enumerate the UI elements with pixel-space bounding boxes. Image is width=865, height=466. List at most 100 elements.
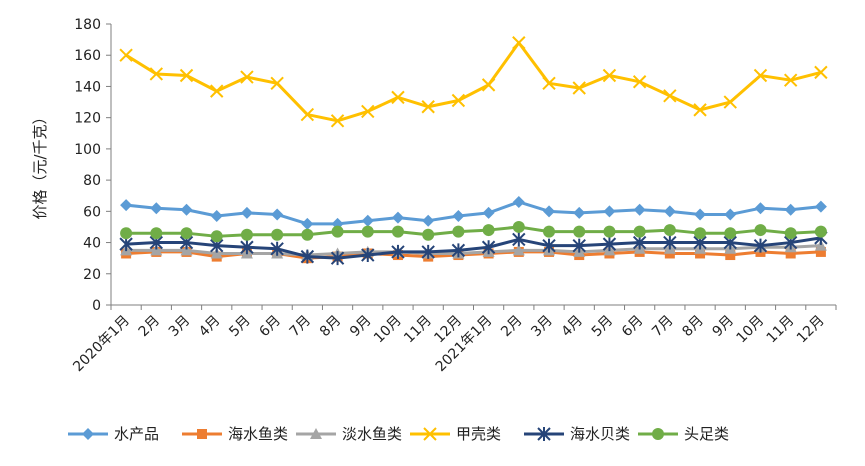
- data-point: [300, 107, 315, 122]
- legend-marker: [652, 428, 664, 440]
- data-point: [422, 228, 435, 241]
- legend-label: 海水贝类: [570, 425, 630, 443]
- data-point: [150, 227, 163, 240]
- data-point: [451, 93, 466, 108]
- data-point: [361, 225, 374, 238]
- data-point: [512, 232, 526, 247]
- x-tick-label: 11月: [401, 313, 435, 347]
- legend-label: 淡水鱼类: [342, 425, 402, 443]
- data-point: [663, 235, 677, 250]
- data-point: [481, 240, 496, 255]
- data-point: [603, 225, 616, 238]
- data-point: [300, 249, 315, 264]
- x-tick-label: 4月: [559, 313, 587, 341]
- x-tick-label: 10月: [371, 313, 405, 347]
- x-tick-label: 3月: [166, 313, 194, 341]
- data-point: [301, 217, 314, 230]
- legend-label: 水产品: [114, 425, 159, 443]
- data-point: [572, 238, 586, 253]
- data-point: [391, 211, 404, 224]
- data-point: [754, 224, 767, 237]
- data-point: [210, 247, 223, 259]
- data-point: [753, 238, 768, 253]
- data-point: [421, 100, 435, 114]
- data-point: [694, 227, 707, 240]
- y-tick-label: 60: [83, 204, 101, 220]
- legend-marker: [82, 428, 94, 440]
- data-point: [723, 95, 737, 109]
- data-point: [512, 220, 525, 233]
- data-point: [663, 89, 677, 103]
- legend: 水产品 海水鱼类 淡水鱼类 甲壳类 海水贝类 头足类: [68, 425, 729, 443]
- data-point: [421, 244, 435, 259]
- legend-item: 头足类: [638, 425, 729, 443]
- data-point: [149, 67, 164, 81]
- x-tick-label: 3月: [528, 313, 556, 341]
- series-line: [126, 225, 821, 238]
- data-point: [271, 208, 284, 221]
- data-point: [633, 225, 646, 238]
- data-point: [632, 235, 647, 250]
- x-tick-label: 2月: [136, 313, 164, 341]
- data-point: [180, 203, 193, 216]
- legend-item: 海水贝类: [524, 425, 630, 443]
- data-point: [512, 36, 526, 50]
- x-tick-label: 12月: [794, 313, 828, 347]
- data-point: [119, 237, 133, 252]
- data-point: [240, 70, 254, 84]
- data-point: [331, 225, 344, 238]
- data-point: [783, 73, 798, 87]
- series-line: [125, 41, 822, 123]
- y-tick-label: 180: [74, 17, 101, 33]
- series-group: [119, 36, 828, 266]
- data-point: [694, 208, 707, 221]
- legend-marker: [310, 428, 322, 439]
- data-point: [724, 227, 737, 240]
- x-tick-label: 5月: [589, 313, 617, 341]
- legend-label: 海水鱼类: [228, 425, 288, 443]
- data-point: [603, 205, 616, 218]
- data-point: [180, 227, 193, 240]
- data-point: [814, 225, 827, 238]
- data-point: [602, 237, 617, 252]
- data-point: [240, 228, 253, 241]
- x-tick-label: 2月: [498, 313, 526, 341]
- data-point: [543, 205, 556, 218]
- data-point: [785, 248, 796, 259]
- data-point: [543, 225, 556, 238]
- data-point: [572, 81, 586, 95]
- data-point: [361, 248, 375, 263]
- y-tick-label: 160: [74, 48, 101, 64]
- x-tick-label: 6月: [256, 313, 284, 341]
- series-3: [119, 36, 828, 128]
- data-point: [784, 203, 797, 216]
- data-point: [270, 76, 284, 91]
- data-point: [422, 214, 435, 227]
- y-tick-label: 0: [92, 298, 101, 314]
- data-point: [573, 225, 586, 238]
- y-tick-label: 100: [74, 142, 101, 158]
- data-point: [270, 241, 284, 256]
- data-point: [633, 203, 646, 216]
- x-tick-label: 8月: [317, 313, 345, 341]
- data-point: [724, 208, 737, 221]
- data-point: [451, 243, 466, 258]
- series-4: [119, 230, 828, 266]
- data-point: [573, 206, 586, 219]
- series-line: [126, 236, 822, 260]
- data-point: [512, 195, 525, 208]
- data-point: [179, 68, 194, 83]
- data-point: [481, 78, 496, 92]
- data-point: [361, 214, 374, 227]
- data-point: [240, 206, 253, 219]
- data-point: [391, 90, 405, 105]
- y-tick-label: 140: [74, 79, 101, 95]
- data-point: [120, 199, 133, 212]
- y-tick-label: 20: [83, 267, 101, 283]
- data-point: [814, 65, 828, 80]
- x-tick-label: 6月: [619, 313, 647, 341]
- data-point: [814, 200, 827, 213]
- y-tick-label: 120: [74, 111, 101, 127]
- y-tick-labels: 0 20 40 60 80 100 120 140 160 180: [74, 17, 101, 314]
